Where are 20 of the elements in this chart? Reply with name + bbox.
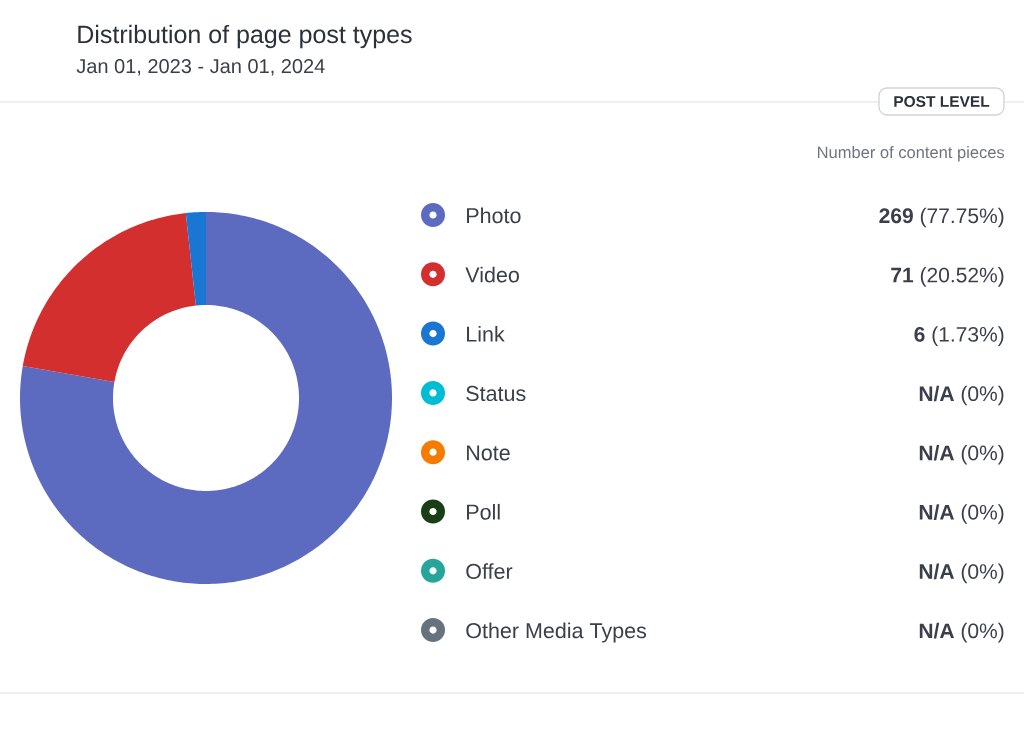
- text: N/A (0%): [919, 504, 1004, 524]
- chart-title: Distribution of page post types: [78, 24, 412, 49]
- text: Number of content pieces: [818, 146, 1005, 162]
- data-label: 71 (20.52%): [891, 267, 1004, 287]
- text: POST LEVEL: [894, 96, 990, 107]
- data-label: 269 (77.75%): [879, 207, 1004, 228]
- legend-label: Status: [466, 385, 526, 402]
- text: N/A (0%): [919, 385, 1004, 406]
- legend-label: Other Media Types: [466, 622, 647, 643]
- legend-label: Offer: [466, 563, 513, 579]
- legend-label: Poll: [467, 503, 500, 520]
- legend-label: Note: [467, 445, 510, 461]
- data-label: 6 (1.73%): [914, 326, 1004, 346]
- legend-label: Photo: [467, 207, 521, 224]
- chart-subtitle: Jan 01, 2023 - Jan 01, 2024: [76, 59, 325, 76]
- text: N/A (0%): [919, 622, 1004, 643]
- legend-label: Video: [465, 266, 519, 283]
- text: N/A (0%): [919, 563, 1004, 584]
- text: N/A (0%): [919, 444, 1004, 465]
- legend-label: Link: [467, 326, 505, 342]
